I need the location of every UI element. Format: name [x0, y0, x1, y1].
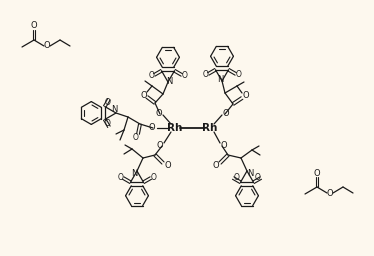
Text: Rh: Rh: [167, 123, 183, 133]
Text: O: O: [156, 109, 162, 118]
Text: O: O: [105, 119, 111, 128]
Text: O: O: [182, 71, 188, 80]
Text: O: O: [31, 22, 37, 30]
Text: O: O: [148, 71, 154, 80]
Text: O: O: [236, 70, 242, 79]
Text: O: O: [44, 41, 50, 50]
Text: O: O: [243, 91, 249, 101]
Text: O: O: [213, 162, 219, 170]
Text: O: O: [233, 173, 239, 182]
Text: O: O: [314, 168, 320, 177]
Text: O: O: [105, 98, 111, 107]
Text: N: N: [217, 76, 223, 84]
Text: O: O: [149, 123, 155, 133]
Text: O: O: [157, 142, 163, 151]
Text: O: O: [202, 70, 208, 79]
Text: O: O: [117, 173, 123, 182]
Text: N: N: [247, 168, 253, 177]
Text: N: N: [166, 77, 172, 86]
Text: O: O: [223, 109, 229, 118]
Text: N: N: [131, 168, 137, 177]
Text: Rh: Rh: [202, 123, 218, 133]
Text: O: O: [165, 162, 171, 170]
Text: N: N: [111, 105, 117, 114]
Text: O: O: [221, 142, 227, 151]
Text: O: O: [133, 133, 139, 143]
Text: O: O: [151, 173, 157, 182]
Text: O: O: [141, 91, 147, 100]
Text: O: O: [255, 173, 261, 182]
Text: O: O: [327, 188, 333, 197]
